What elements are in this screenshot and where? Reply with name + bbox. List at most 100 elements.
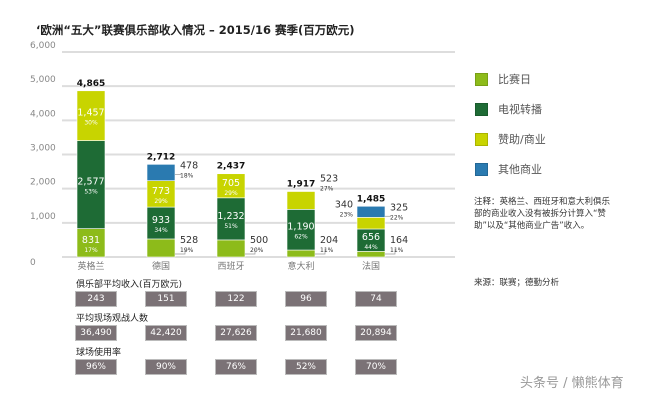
bar-segment — [356, 251, 386, 258]
table-cell: 151 — [145, 291, 187, 307]
value-label: 500 — [250, 235, 268, 246]
legend: 比赛日 电视转播 赞助/商业 其他商业 — [475, 64, 546, 184]
legend-label: 比赛日 — [498, 73, 531, 86]
bar-segment — [146, 164, 176, 181]
bar-segment — [356, 205, 386, 218]
value-label: 528 — [180, 235, 198, 246]
legend-swatch — [475, 132, 488, 146]
table-cell: 52% — [285, 359, 327, 375]
y-tick-label: 2,000 — [30, 178, 56, 188]
table-cell: 20,894 — [355, 325, 397, 341]
bar-segment — [286, 191, 316, 210]
bar-segment — [146, 180, 176, 208]
total-label: 1,917 — [287, 180, 315, 190]
leader-line — [385, 249, 396, 255]
total-label: 2,437 — [217, 162, 245, 172]
table-cell: 122 — [215, 291, 257, 307]
leader-line — [315, 249, 326, 255]
y-tick-label: 1,000 — [30, 212, 56, 222]
table-cell: 27,626 — [215, 325, 257, 341]
value-label: 1,232 — [217, 211, 244, 222]
source: 来源：联赛；德勤分析 — [474, 278, 560, 288]
bar-segment — [216, 239, 246, 258]
table-row-label: 球场使用率 — [76, 348, 122, 358]
bar-segment — [216, 173, 246, 199]
y-tick-label: 0 — [30, 258, 36, 268]
percent-label: 19% — [180, 247, 194, 254]
table-cell: 90% — [145, 359, 187, 375]
value-label: 523 — [320, 174, 338, 185]
watermark: 头条号 / 懒熊体育 — [520, 376, 624, 391]
legend-swatch — [475, 162, 488, 176]
value-label: 656 — [362, 232, 380, 243]
bar-segment — [146, 238, 176, 258]
y-tick-label: 4,000 — [30, 109, 56, 119]
table-cell: 96 — [285, 291, 327, 307]
leader-line — [245, 249, 256, 255]
legend-swatch — [475, 72, 488, 86]
x-tick-label: 西班牙 — [217, 260, 244, 272]
value-label: 1,190 — [287, 222, 314, 233]
y-tick-label: 3,000 — [30, 144, 56, 154]
bar-segment — [286, 209, 316, 251]
value-label: 831 — [82, 235, 100, 246]
y-tick-label: 5,000 — [30, 75, 56, 85]
table-row-label: 俱乐部平均收入(百万欧元) — [76, 280, 183, 290]
x-tick-label: 法国 — [362, 260, 380, 272]
table-cell: 96% — [75, 359, 117, 375]
value-label: 325 — [390, 202, 408, 213]
footnote: 注释：英格兰、西班牙和意大利俱乐部的商业收入没有被拆分计算入“赞助”以及“其他商… — [474, 197, 611, 231]
leader-line — [175, 249, 186, 255]
bar-segment — [76, 140, 106, 229]
value-label: 933 — [152, 215, 170, 226]
legend-swatch — [475, 102, 488, 116]
value-label: 705 — [222, 178, 240, 189]
percent-label: 29% — [154, 198, 168, 205]
x-tick-label: 德国 — [152, 260, 170, 272]
percent-label: 22% — [390, 214, 404, 221]
value-label: 204 — [320, 235, 338, 246]
x-tick-label: 英格兰 — [77, 260, 104, 272]
legend-item: 赞助/商业 — [475, 124, 546, 154]
percent-label: 51% — [224, 223, 238, 230]
legend-label: 赞助/商业 — [498, 133, 546, 146]
table-cell: 36,490 — [75, 325, 117, 341]
legend-label: 其他商业 — [498, 163, 542, 176]
y-tick-label: 6,000 — [30, 41, 56, 51]
bar-segment — [286, 249, 316, 258]
percent-label: 27% — [320, 186, 334, 193]
chart-title: ‘欧洲“五大”联赛俱乐部收入情况 – 2015/16 赛季(百万欧元) — [36, 23, 355, 37]
value-label: 1,457 — [77, 108, 104, 119]
percent-label: 29% — [224, 190, 238, 197]
percent-label: 44% — [364, 244, 378, 251]
value-label: 773 — [152, 186, 170, 197]
bar-segment — [76, 90, 106, 141]
legend-item: 其他商业 — [475, 154, 546, 184]
total-label: 1,485 — [357, 194, 385, 204]
legend-label: 电视转播 — [498, 103, 542, 116]
percent-label: 34% — [154, 227, 168, 234]
percent-label: 30% — [84, 120, 98, 127]
legend-item: 电视转播 — [475, 94, 546, 124]
value-label: 478 — [180, 160, 198, 171]
percent-label: 62% — [294, 234, 308, 241]
value-label: 164 — [390, 235, 408, 246]
percent-label: 11% — [320, 247, 334, 254]
total-label: 2,712 — [147, 152, 175, 162]
table-cell: 243 — [75, 291, 117, 307]
percent-label: 17% — [84, 247, 98, 254]
value-label: 340 — [335, 199, 353, 210]
bar-segment — [216, 197, 246, 241]
legend-item: 比赛日 — [475, 64, 546, 94]
table-cell: 70% — [355, 359, 397, 375]
percent-label: 18% — [180, 172, 194, 179]
percent-label: 23% — [340, 211, 354, 218]
x-tick-label: 意大利 — [287, 260, 314, 272]
total-label: 4,865 — [77, 79, 105, 89]
table-cell: 42,420 — [145, 325, 187, 341]
table-cell: 76% — [215, 359, 257, 375]
value-label: 2,577 — [77, 177, 104, 188]
percent-label: 20% — [250, 247, 264, 254]
table-cell: 21,680 — [285, 325, 327, 341]
